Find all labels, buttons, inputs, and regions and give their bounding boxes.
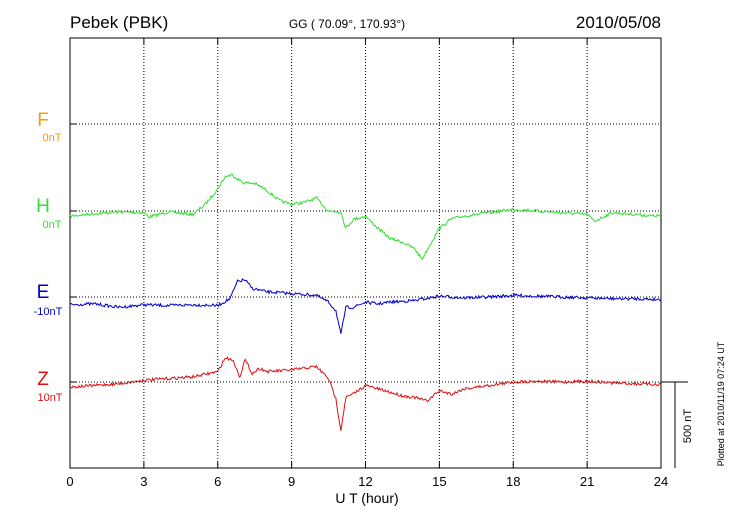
plot-date: 2010/05/08 bbox=[576, 13, 661, 32]
component-label-F: F bbox=[37, 110, 49, 131]
x-tick-label-6: 6 bbox=[214, 474, 221, 489]
component-label-E: E bbox=[37, 282, 50, 303]
component-label-Z: Z bbox=[37, 369, 49, 390]
x-ticks: 0 3 6 9 12 15 18 21 24 bbox=[66, 38, 668, 489]
plot-timestamp-note: Plotted at 2010/11/19 07:24 UT bbox=[716, 341, 726, 466]
series-line-E bbox=[69, 278, 662, 334]
station-coords: GG ( 70.09°, 170.93°) bbox=[289, 17, 405, 31]
x-axis-label: U T (hour) bbox=[335, 490, 398, 506]
baseline-label-F: 0nT bbox=[43, 132, 62, 144]
x-tick-label-24: 24 bbox=[654, 474, 668, 489]
x-tick-label-15: 15 bbox=[432, 474, 446, 489]
series-line-H bbox=[69, 173, 662, 260]
grid-layer bbox=[70, 38, 661, 468]
x-tick-label-12: 12 bbox=[358, 474, 372, 489]
scale-bar-label: 500 nT bbox=[682, 409, 694, 444]
component-label-H: H bbox=[36, 196, 50, 217]
baseline-label-Z: 10nT bbox=[37, 392, 62, 404]
x-tick-label-0: 0 bbox=[66, 474, 73, 489]
x-tick-label-9: 9 bbox=[288, 474, 295, 489]
series-line-Z bbox=[69, 356, 662, 431]
x-tick-label-21: 21 bbox=[580, 474, 594, 489]
baseline-label-E: -10nT bbox=[34, 306, 63, 318]
x-tick-label-3: 3 bbox=[140, 474, 147, 489]
plot-frame bbox=[69, 37, 662, 469]
station-title: Pebek (PBK) bbox=[70, 13, 168, 32]
baseline-label-H: 0nT bbox=[43, 219, 62, 231]
x-tick-label-18: 18 bbox=[506, 474, 520, 489]
series-layer bbox=[69, 173, 662, 431]
